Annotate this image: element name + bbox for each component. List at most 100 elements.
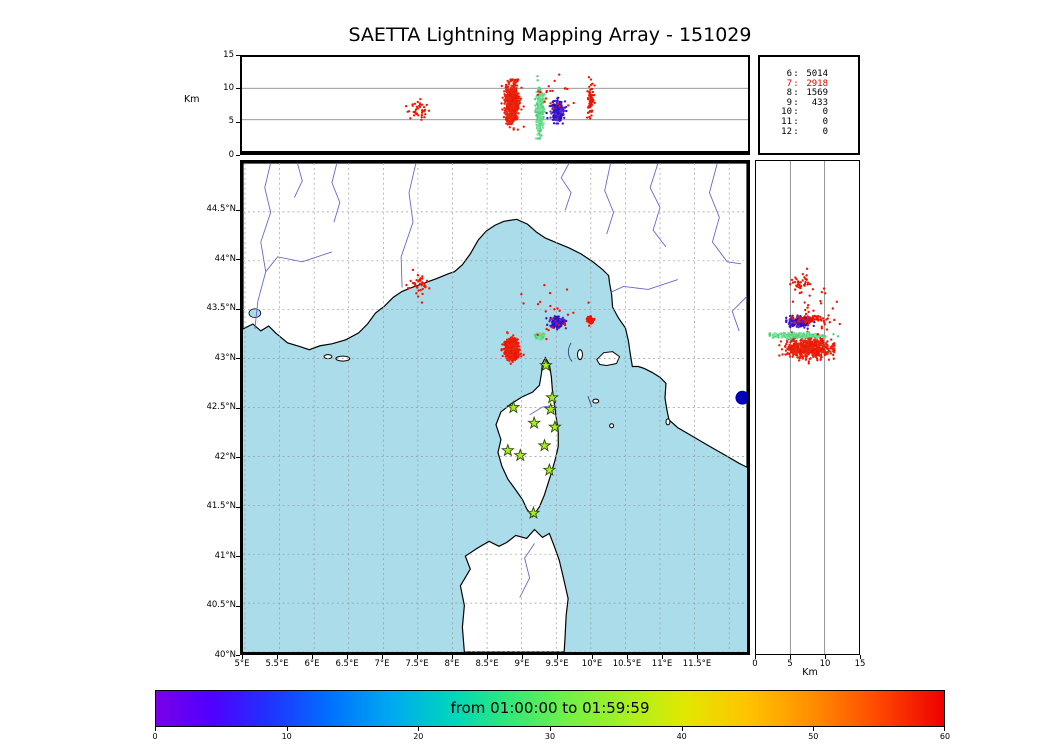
tick-mark: [860, 655, 861, 659]
colorbar-tick-label: 10: [281, 732, 292, 741]
longitude-tick-label: 6°E: [304, 659, 320, 669]
lightning-sources-map-view: [405, 268, 747, 405]
var-river: [400, 163, 417, 288]
tick-mark: [236, 655, 240, 656]
latitude-tick-label: 43.5°N: [206, 303, 236, 313]
tick-mark: [236, 121, 240, 123]
latitude-tick-label: 43°N: [214, 352, 236, 363]
time-colorbar: from 01:00:00 to 01:59:59: [155, 690, 945, 727]
latitude-tick-label: 44°N: [214, 253, 236, 264]
longitude-tick-label: 5.5°E: [265, 659, 289, 669]
longitude-tick-label: 10.5°E: [612, 659, 642, 669]
tick-mark: [236, 88, 240, 90]
lma-station-star: [542, 462, 557, 476]
tick-mark: [944, 727, 945, 731]
pianosa-island: [592, 398, 600, 404]
altitude-gridlines-right: [789, 161, 826, 654]
latitude-tick-label: 42.5°N: [206, 402, 236, 412]
stats-row: 10:0: [781, 107, 828, 118]
longitude-tick-label: 8.5°E: [475, 659, 499, 669]
station-count-stats-panel: 6:5014 7:2918 8:1569 9:433 10:0 11:0 12:0: [758, 55, 860, 155]
right-panel-xtick-label: 15: [854, 659, 866, 669]
tick-mark: [452, 655, 454, 659]
arno-river: [610, 279, 678, 293]
tick-mark: [236, 209, 240, 211]
montecristo-island: [609, 423, 615, 429]
colorbar-tick-label: 30: [544, 732, 556, 741]
tick-mark: [697, 655, 698, 659]
stats-row: 8:1569: [786, 88, 828, 99]
tick-mark: [277, 655, 279, 659]
longitude-tick-label: 8°E: [444, 659, 460, 669]
elba-island: [596, 351, 621, 367]
top-panel-ytick-label: 10: [223, 82, 234, 93]
tick-mark: [417, 655, 419, 659]
lightning-sources-side-view: [768, 267, 841, 365]
longitude-tick-label: 7°E: [374, 659, 390, 669]
tick-mark: [790, 655, 791, 659]
colorbar-tick-label: 0: [152, 732, 158, 741]
stats-rows: 6:5014 7:2918 8:1569 9:433 10:0 11:0 12:0: [760, 69, 858, 137]
tick-mark: [681, 727, 683, 731]
tick-mark: [236, 155, 240, 156]
tick-mark: [286, 727, 288, 731]
lma-stations-layer: [500, 358, 562, 520]
altitude-gridlines: [242, 87, 748, 121]
giglio-island: [665, 418, 671, 426]
right-panel-xtick-label: 5: [787, 659, 793, 669]
tick-mark: [236, 556, 240, 557]
stats-row: 6:5014: [786, 69, 828, 79]
lma-station-star: [538, 358, 553, 372]
tick-mark: [550, 727, 551, 731]
tick-mark: [418, 727, 420, 731]
tick-mark: [236, 308, 240, 310]
lma-station-star: [526, 505, 541, 520]
dense-cluster-east-edge: [735, 390, 747, 405]
altitude-latitude-plot: [768, 161, 841, 654]
tick-mark: [557, 655, 559, 659]
longitude-tick-label: 11°E: [651, 659, 673, 669]
right-panel-xtick-label: 0: [752, 659, 758, 669]
top-panel-ylabel: Km: [184, 94, 200, 105]
top-panel-ytick-label: 0: [228, 149, 234, 160]
corsica-island: [495, 356, 559, 518]
tick-mark: [592, 655, 594, 659]
longitude-tick-label: 6.5°E: [335, 659, 359, 669]
latitude-tick-label: 42°N: [214, 451, 236, 462]
tick-mark: [825, 655, 826, 659]
tick-mark: [487, 655, 489, 659]
colorbar-label: from 01:00:00 to 01:59:59: [450, 699, 650, 717]
mainland-coast: [243, 163, 747, 468]
longitude-tick-label: 11.5°E: [682, 659, 712, 669]
lma-station-star: [527, 415, 542, 430]
tick-mark: [312, 655, 314, 659]
tick-mark: [347, 655, 349, 659]
tick-mark: [236, 259, 240, 260]
tick-mark: [522, 655, 524, 659]
tick-mark: [236, 605, 240, 607]
longitude-tick-label: 7.5°E: [405, 659, 429, 669]
durance-river: [265, 251, 333, 272]
lma-station-star: [513, 448, 528, 462]
river-tributary-nw: [293, 163, 303, 198]
top-panel-ytick-label: 15: [223, 49, 234, 60]
tick-mark: [236, 506, 240, 508]
right-panel-xlabel: Km: [802, 667, 818, 678]
tick-mark: [236, 358, 240, 359]
map-panel: [240, 160, 750, 655]
tick-mark: [813, 727, 815, 731]
rhone-river: [254, 163, 272, 330]
sea-arc-mark: [567, 342, 573, 362]
longitude-tick-label: 9.5°E: [545, 659, 569, 669]
latitude-tick-label: 41°N: [214, 550, 236, 561]
sardinia-river: [519, 543, 535, 598]
berre-lagoon: [248, 308, 262, 318]
lma-station-star: [500, 443, 515, 457]
tick-mark: [382, 655, 384, 659]
colorbar-tick-label: 50: [808, 732, 819, 741]
tick-mark: [236, 457, 240, 458]
longitude-tick-label: 10°E: [581, 659, 603, 669]
po-valley-river-1: [560, 163, 572, 211]
colorbar-tick-label: 40: [676, 732, 687, 741]
altitude-latitude-panel: [755, 160, 860, 655]
